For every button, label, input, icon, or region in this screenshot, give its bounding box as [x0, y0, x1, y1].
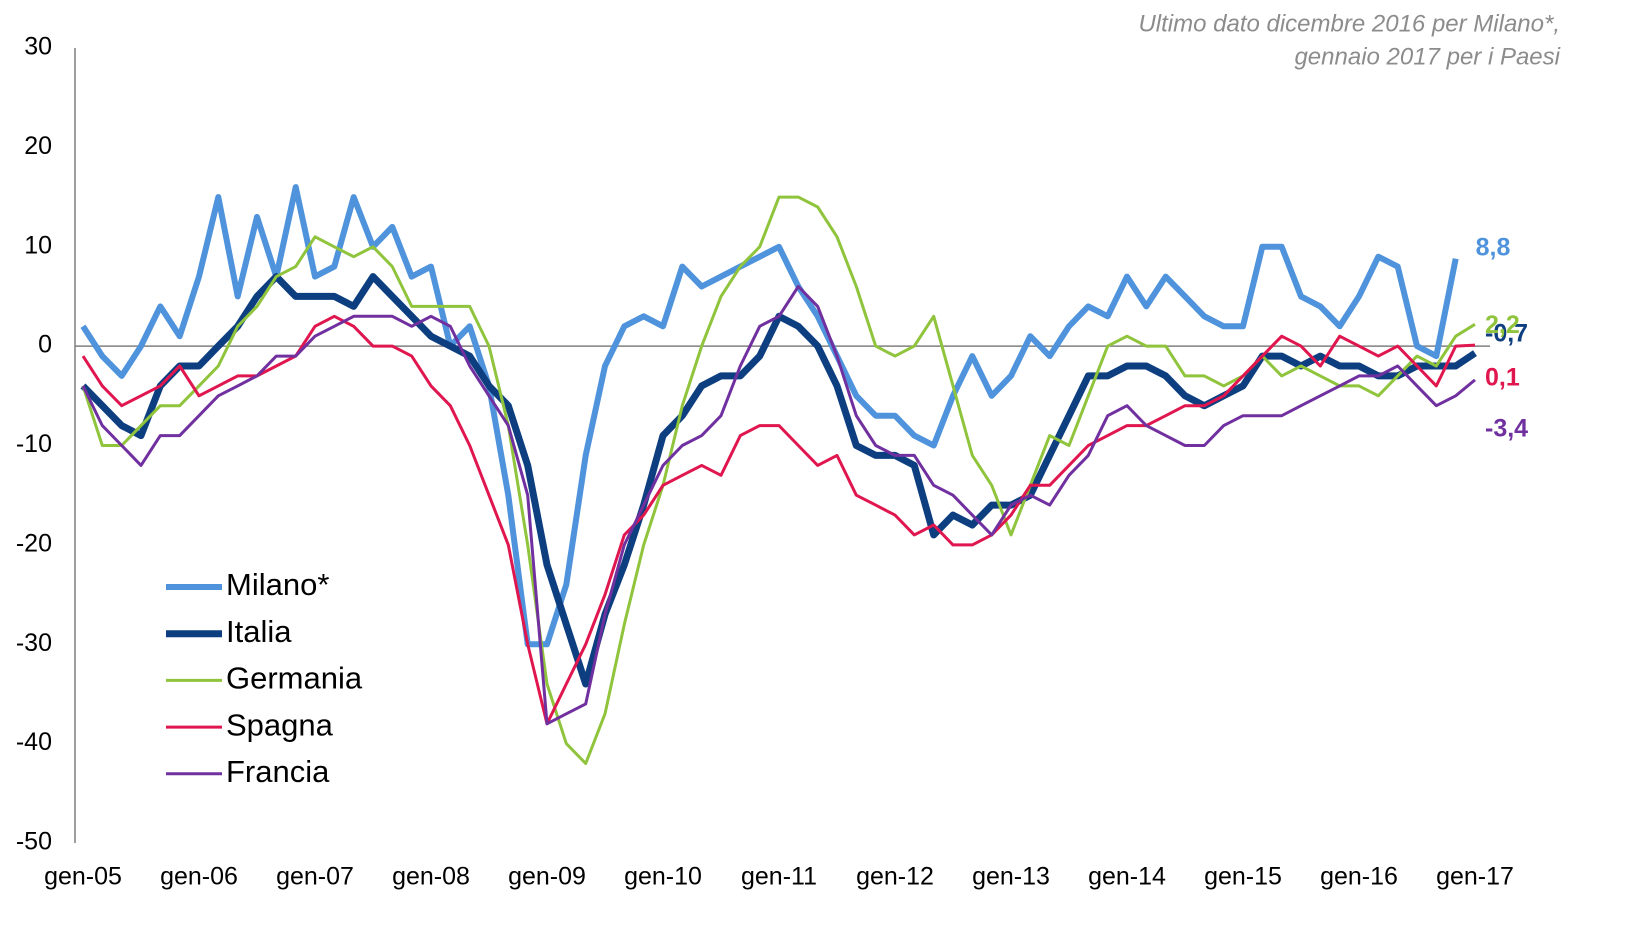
y-tick-label: -20 [16, 529, 52, 557]
series-line [81, 285, 1476, 726]
y-tick-label: 10 [24, 231, 52, 259]
y-tick-label: 0 [38, 331, 52, 359]
end-label: -0,7 [1485, 320, 1528, 348]
y-tick-label: -30 [16, 629, 52, 657]
y-tick-label: 30 [24, 33, 52, 61]
annotation: Ultimo dato dicembre 2016 per Milano*, [1138, 10, 1560, 37]
end-label: 8,8 [1476, 233, 1511, 261]
x-tick-label: gen-15 [1204, 863, 1282, 891]
x-tick-label: gen-10 [624, 863, 702, 891]
legend-label: Milano* [226, 567, 329, 602]
x-tick-label: gen-06 [160, 863, 238, 891]
x-tick-label: gen-14 [1088, 863, 1166, 891]
x-tick-label: gen-08 [392, 863, 470, 891]
legend-label: Francia [226, 754, 330, 789]
y-tick-label: -10 [16, 430, 52, 458]
x-tick-label: gen-11 [741, 863, 817, 891]
x-tick-label: gen-16 [1320, 863, 1398, 891]
legend-label: Germania [226, 661, 363, 696]
legend-label: Spagna [226, 707, 334, 742]
y-tick-label: -40 [16, 728, 52, 756]
end-label: -3,4 [1485, 415, 1528, 443]
x-tick-label: gen-09 [508, 863, 586, 891]
x-tick-label: gen-13 [972, 863, 1050, 891]
y-tick-label: -50 [16, 828, 52, 856]
annotation: gennaio 2017 per i Paesi [1294, 43, 1560, 70]
x-tick-label: gen-07 [276, 863, 354, 891]
end-label: 2,2 [1485, 311, 1520, 339]
x-tick-label: gen-12 [856, 863, 934, 891]
series-line [80, 184, 1459, 648]
series-line [81, 314, 1476, 726]
x-tick-label: gen-05 [44, 863, 122, 891]
legend-label: Italia [226, 614, 292, 649]
end-label: 0,1 [1485, 364, 1520, 392]
y-tick-label: 20 [24, 132, 52, 160]
x-tick-label: gen-17 [1436, 863, 1514, 891]
